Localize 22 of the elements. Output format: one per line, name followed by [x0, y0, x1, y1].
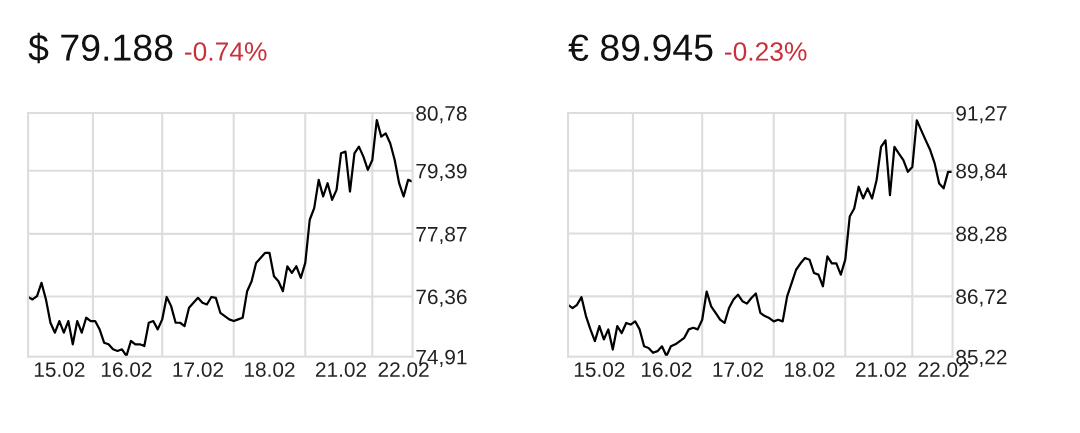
chart-subtitle: -0.74%	[185, 42, 267, 61]
chart-title: $ 79.188	[28, 32, 173, 64]
x-tick-label: 21.02	[316, 362, 367, 377]
y-tick-label: 91,27	[956, 106, 1007, 124]
x-tick-label: 17.02	[713, 362, 763, 377]
y-tick-label: 86,72	[956, 289, 1007, 307]
x-tick-label: 21.02	[856, 362, 907, 377]
y-tick-label: 89,84	[956, 163, 1007, 181]
x-tick-label: 16.02	[641, 362, 692, 377]
y-tick-label: 76,36	[416, 289, 467, 307]
x-tick-label: 18.02	[245, 362, 295, 377]
x-tick-label: 18.02	[785, 362, 835, 377]
x-tick-label: 15.02	[574, 362, 625, 377]
chart-title: € 89.945	[568, 34, 713, 61]
y-tick-label: 80,78	[416, 106, 467, 124]
x-tick-label: 16.02	[101, 362, 152, 377]
y-tick-label: 77,87	[416, 226, 467, 245]
chart-subtitle: -0.23%	[725, 42, 807, 61]
x-tick-label: 17.02	[173, 362, 223, 377]
x-tick-label: 15.02	[34, 362, 85, 377]
y-tick-label: 79,39	[416, 163, 467, 181]
y-tick-label: 88,28	[956, 226, 1007, 244]
